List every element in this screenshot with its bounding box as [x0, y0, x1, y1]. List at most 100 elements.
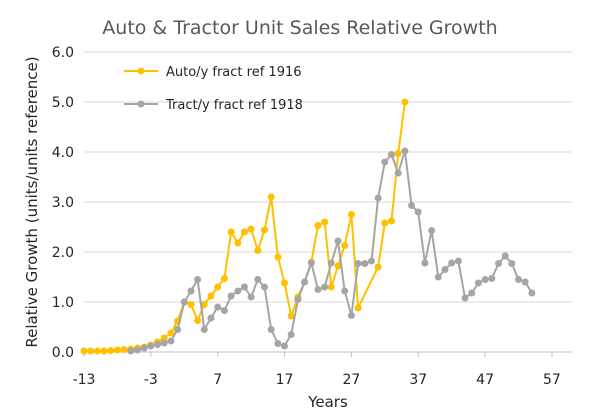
- data-point: [187, 287, 195, 295]
- data-point: [374, 263, 382, 271]
- data-point: [401, 147, 409, 155]
- data-point: [401, 98, 409, 106]
- data-point: [100, 347, 108, 355]
- series-line: [130, 150, 533, 352]
- series-auto: [80, 98, 409, 355]
- chart-title: Auto & Tractor Unit Sales Relative Growt…: [102, 17, 497, 39]
- y-tick-label: 0.0: [52, 345, 74, 361]
- data-point: [388, 217, 395, 225]
- data-point: [521, 278, 529, 286]
- data-point: [107, 347, 115, 354]
- data-point: [307, 259, 315, 267]
- gridlines: [84, 51, 572, 353]
- data-point: [441, 266, 449, 273]
- x-axis-ticks: -13 -3 7 17 27 37 47 57: [73, 352, 561, 388]
- data-point: [200, 301, 208, 308]
- x-axis-title: Years: [307, 393, 348, 411]
- data-point: [321, 218, 329, 226]
- data-point: [334, 262, 342, 270]
- legend: Auto/y fract ref 1916 Tract/y fract ref …: [124, 65, 303, 113]
- data-point: [261, 226, 268, 234]
- data-point: [160, 339, 168, 347]
- y-axis-ticks: 0.0 1.0 2.0 3.0 4.0 5.0 6.0: [52, 45, 74, 361]
- x-tick-label: 7: [213, 372, 222, 388]
- series-layer: [80, 98, 536, 355]
- data-point: [87, 347, 95, 355]
- data-point: [167, 329, 175, 337]
- data-point: [240, 228, 248, 236]
- y-tick-label: 2.0: [52, 245, 74, 261]
- data-point: [240, 283, 248, 291]
- data-point: [414, 208, 422, 216]
- legend-label-auto: Auto/y fract ref 1916: [166, 65, 302, 80]
- data-point: [347, 312, 355, 319]
- y-axis-title: Relative Growth (units/units reference): [23, 56, 41, 347]
- data-point: [327, 283, 335, 291]
- y-tick-label: 1.0: [52, 295, 74, 311]
- data-point: [354, 304, 362, 312]
- data-point: [434, 273, 442, 281]
- data-point: [321, 283, 329, 291]
- data-point: [347, 211, 355, 218]
- data-point: [381, 219, 389, 227]
- data-point: [214, 283, 222, 291]
- data-point: [314, 286, 322, 293]
- x-tick-label: -13: [73, 372, 96, 388]
- data-point: [501, 252, 509, 260]
- data-point: [214, 303, 222, 311]
- y-tick-label: 5.0: [52, 95, 74, 111]
- legend-marker-tractor: [137, 100, 145, 108]
- data-point: [194, 276, 202, 283]
- data-point: [187, 301, 195, 308]
- data-point: [134, 346, 141, 354]
- data-point: [374, 194, 382, 202]
- data-point: [194, 317, 202, 324]
- data-point: [180, 298, 188, 306]
- y-tick-label: 6.0: [52, 45, 74, 61]
- data-point: [388, 151, 395, 158]
- data-point: [461, 294, 469, 302]
- data-point: [274, 340, 282, 347]
- series-tractor: [127, 147, 536, 355]
- x-tick-label: 17: [276, 372, 294, 388]
- data-point: [254, 276, 262, 283]
- data-point: [227, 228, 235, 236]
- data-point: [368, 257, 375, 265]
- data-point: [334, 237, 342, 245]
- data-point: [247, 293, 255, 301]
- data-point: [227, 292, 235, 300]
- data-point: [488, 275, 496, 282]
- data-point: [327, 259, 335, 267]
- data-point: [287, 312, 295, 320]
- data-point: [234, 239, 242, 247]
- data-point: [341, 242, 349, 249]
- data-point: [174, 326, 182, 333]
- data-point: [113, 346, 121, 354]
- y-tick-label: 4.0: [52, 145, 74, 161]
- data-point: [207, 314, 215, 322]
- data-point: [281, 342, 288, 350]
- legend-marker-auto: [137, 67, 145, 75]
- data-point: [481, 276, 489, 283]
- data-point: [220, 307, 228, 314]
- data-point: [301, 278, 309, 286]
- data-point: [468, 289, 476, 297]
- data-point: [508, 260, 516, 267]
- series-line: [84, 101, 406, 352]
- data-point: [394, 150, 402, 157]
- data-point: [93, 347, 101, 355]
- x-tick-label: 37: [409, 372, 427, 388]
- data-point: [80, 347, 88, 355]
- data-point: [408, 202, 416, 209]
- data-point: [274, 253, 282, 261]
- data-point: [234, 287, 242, 295]
- data-point: [267, 326, 275, 333]
- data-point: [515, 276, 522, 283]
- x-tick-label: -3: [144, 372, 158, 388]
- data-point: [140, 344, 148, 352]
- data-point: [261, 283, 268, 291]
- y-tick-label: 3.0: [52, 195, 74, 211]
- data-point: [341, 287, 349, 295]
